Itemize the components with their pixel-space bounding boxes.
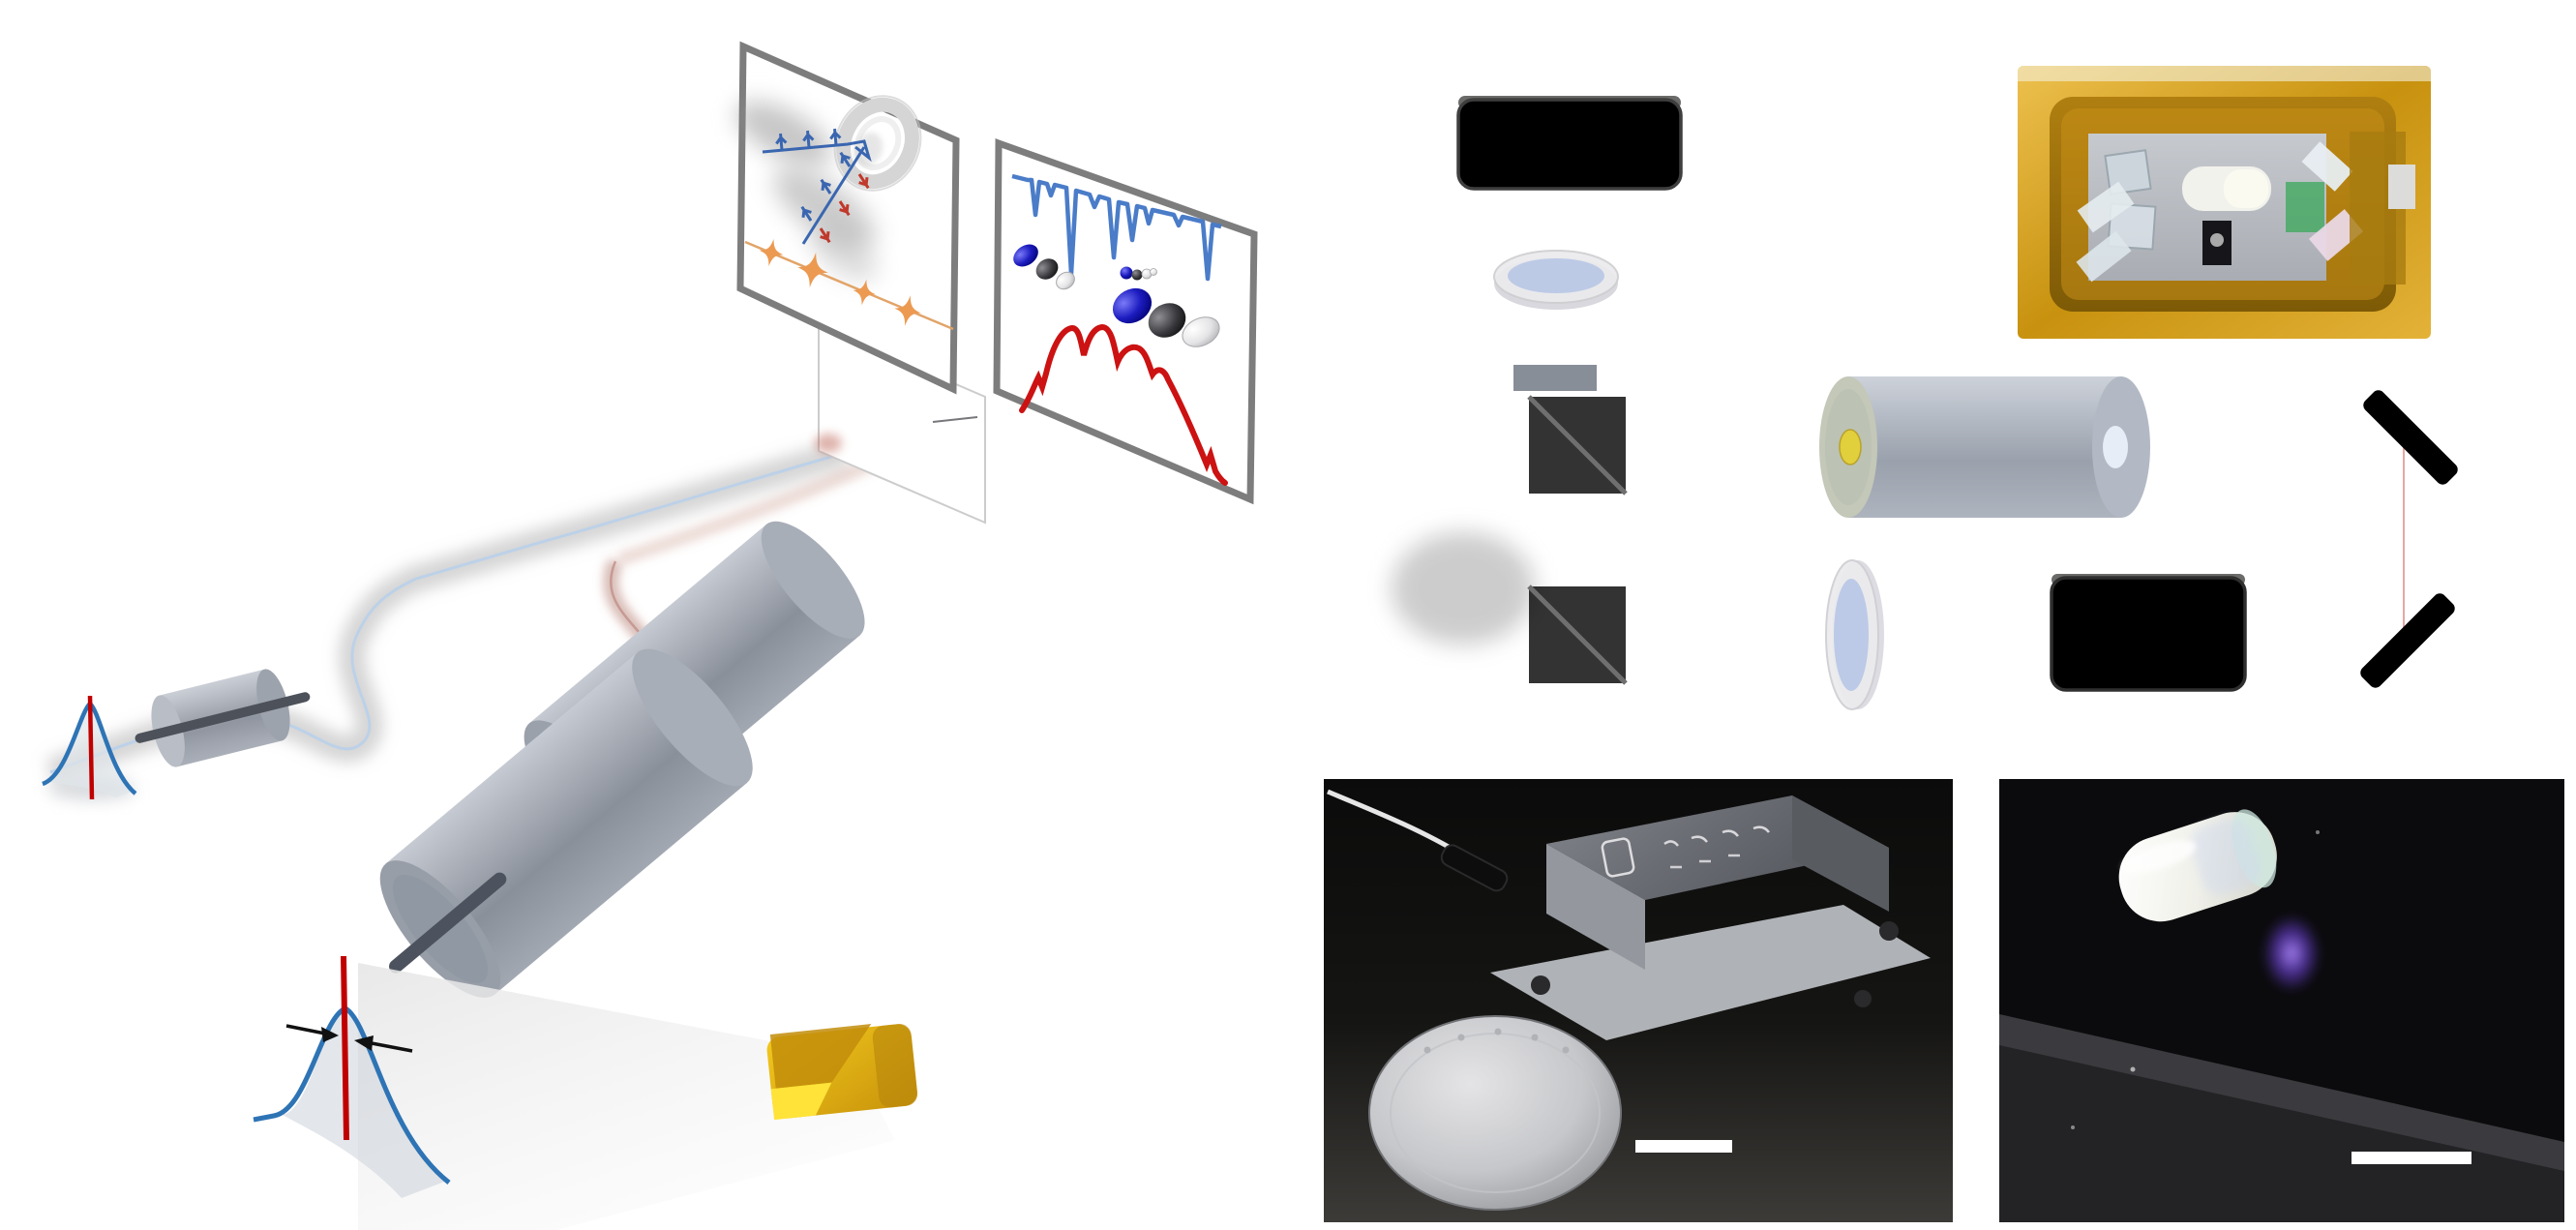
dfb-chip-box — [1456, 96, 1683, 191]
pulse-panel — [735, 41, 960, 395]
panel-b — [1392, 66, 2458, 710]
optical-schematic — [1392, 96, 2458, 710]
pbs-bottom — [1527, 585, 1628, 685]
dfb-box-rect — [1456, 98, 1683, 191]
panel-a — [41, 41, 1258, 1230]
photo-module — [1324, 779, 1953, 1222]
hwp-top — [1493, 250, 1619, 310]
light-cone — [358, 963, 895, 1230]
molecule-small-2 — [1120, 266, 1157, 281]
width-arrows — [285, 1024, 413, 1053]
silicon-sheet-box — [2050, 574, 2247, 692]
module-engraving — [1601, 825, 1770, 878]
emission-spectrum — [1019, 323, 1228, 486]
seed-pulse — [41, 695, 137, 800]
beam-spot — [815, 434, 842, 453]
chip-top-face — [769, 1024, 872, 1089]
lens-torus — [833, 95, 922, 192]
chip-front-face — [770, 1082, 832, 1121]
fiber-rod — [135, 692, 311, 743]
smoke-blob — [735, 101, 832, 166]
module-scale-bar — [1635, 1140, 1732, 1153]
molecule-large — [1112, 287, 1220, 347]
red-fiber-shadow — [616, 458, 874, 566]
ffpr-capsule — [2118, 809, 2277, 922]
internal-white-component — [2388, 165, 2415, 209]
chip-side-shade — [872, 1024, 918, 1108]
photo-gold-box — [2018, 66, 2431, 339]
rm-top — [2363, 390, 2458, 485]
screw-hole — [1854, 990, 1872, 1007]
trace-tail — [932, 416, 978, 423]
comb-envelope-blur — [1392, 532, 1535, 645]
linewidth-annotation — [253, 955, 451, 1198]
violet-glow — [2262, 915, 2321, 992]
gold-chip — [766, 1024, 918, 1121]
fiber-spool-front — [379, 648, 753, 998]
rm-bottom — [2360, 593, 2455, 688]
spectroscopy-panel — [993, 138, 1258, 505]
module-front-face — [1546, 844, 1645, 970]
gaussian-fill — [283, 1008, 447, 1198]
hwp-bottom — [1825, 559, 1884, 710]
absorption-spectrum — [1011, 173, 1222, 282]
internal-green-element — [2286, 182, 2324, 232]
coin — [1368, 1015, 1622, 1211]
ffpr-cylinder — [1819, 376, 2150, 518]
pbs-top — [1527, 395, 1628, 495]
pulse-train-blue — [762, 127, 872, 245]
fiber-component-small — [135, 669, 311, 767]
screw-hole — [1531, 975, 1550, 995]
faraday-rotator — [1513, 365, 1597, 391]
photo-capsule — [1999, 779, 2564, 1222]
capsule-scale-bar — [2351, 1152, 2471, 1164]
screw-hole — [1879, 921, 1899, 941]
locked-line — [341, 955, 349, 1141]
ffpr-input-dot — [1839, 429, 1862, 465]
pulse-train-orange — [744, 236, 954, 331]
module-side-face — [1792, 795, 1889, 912]
fiber-boot — [1440, 844, 1509, 892]
pulse-carrier-line — [87, 695, 95, 800]
spool-rod — [389, 872, 507, 974]
ffpr-output-dot — [2103, 426, 2128, 468]
ruler-edge — [1999, 1014, 2564, 1171]
module-flange — [1490, 905, 1931, 1040]
molecule-small-1 — [1013, 244, 1075, 290]
